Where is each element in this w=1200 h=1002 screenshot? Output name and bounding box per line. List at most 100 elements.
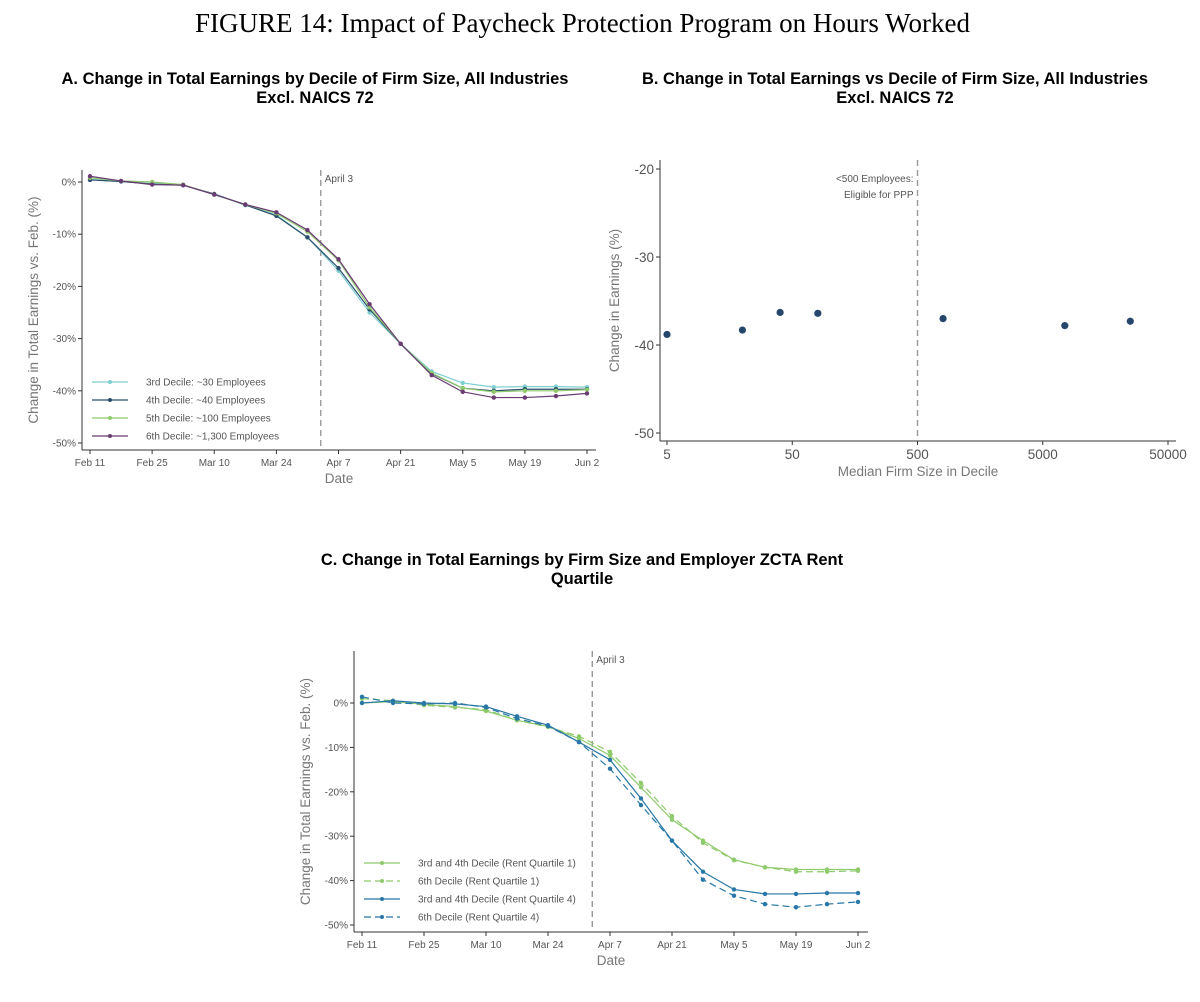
x-tick-label: May 19 [780, 940, 813, 951]
x-axis-label: Date [325, 471, 354, 486]
data-point [367, 301, 372, 307]
data-point [553, 388, 559, 393]
figure-title: FIGURE 14: Impact of Paycheck Protection… [195, 8, 970, 38]
data-point [274, 210, 279, 215]
data-point [576, 734, 582, 739]
data-point [607, 766, 613, 771]
panel-b-title-line1: B. Change in Total Earnings vs Decile of… [641, 70, 1149, 88]
legend: 3rd and 4th Decile (Rent Quartile 1) 6th … [364, 859, 576, 924]
y-tick-label: -30% [325, 832, 348, 843]
data-point [731, 887, 737, 892]
data-point [793, 891, 799, 897]
panel-c-chart: 0% -10% -20% -30% -40% -50% Feb 11 Feb 25 Mar 10… [298, 651, 871, 968]
data-point [824, 869, 830, 874]
data-point [731, 893, 737, 898]
y-axis-label: Change in Total Earnings vs. Feb. (%) [298, 678, 313, 905]
data-point [824, 901, 830, 907]
data-point [762, 891, 768, 897]
vline-label: April 3 [596, 655, 625, 666]
data-point [305, 235, 310, 240]
x-tick-label: 5 [663, 447, 671, 462]
legend-label: 6th Decile (Rent Quartile 1) [418, 877, 539, 888]
legend-label: 6th Decile: ~1,300 Employees [146, 432, 279, 443]
series-line [89, 177, 588, 393]
series-line [89, 178, 588, 388]
vline-label: <500 Employees: [836, 174, 914, 185]
y-tick-label: -40% [53, 386, 76, 397]
data-point [390, 700, 396, 706]
data-point [118, 178, 124, 184]
series-4 [359, 694, 861, 910]
data-point [491, 389, 497, 395]
y-tick-label: -40 [634, 338, 654, 353]
data-point [553, 393, 559, 399]
data-point [584, 391, 590, 396]
x-tick-label: May 19 [508, 458, 541, 469]
legend-label: 6th Decile (Rent Quartile 4) [418, 913, 539, 924]
data-point [793, 869, 799, 874]
data-point [398, 341, 403, 347]
data-point [336, 265, 341, 271]
y-tick-label: -50 [634, 426, 654, 441]
panel-a-title: A. Change in Total Earnings by Decile of… [40, 70, 590, 108]
legend-marker [380, 897, 384, 901]
data-point [700, 877, 706, 882]
y-tick-label: -30 [634, 250, 654, 265]
x-tick-label: 50 [785, 447, 800, 462]
x-tick-label: Jun 2 [846, 940, 871, 951]
data-point [491, 395, 497, 400]
panel-a-chart: 0% -10% -20% -30% -40% -50% Feb 11 Feb 25 Mar 10… [26, 170, 600, 486]
data-point [522, 395, 528, 400]
y-tick-label: -20% [53, 282, 76, 293]
legend-marker [108, 434, 112, 438]
legend-label: 4th Decile: ~40 Employees [146, 396, 265, 407]
scatter-point [1061, 322, 1069, 330]
legend-marker [380, 915, 384, 919]
data-point [336, 257, 341, 262]
data-point [243, 202, 248, 207]
y-tick-label: -10% [325, 743, 348, 754]
y-tick-label: -20% [325, 787, 348, 798]
legend-label: 3rd and 4th Decile (Rent Quartile 1) [418, 859, 576, 870]
x-tick-label: Feb 25 [137, 458, 169, 469]
y-tick-label: -50% [325, 921, 348, 932]
series-line [361, 701, 858, 871]
series-line [89, 175, 588, 399]
y-tick-label: -10% [53, 230, 76, 241]
x-tick-label: Apr 7 [327, 458, 351, 469]
x-axis-label: Date [597, 953, 626, 968]
x-tick-label: Apr 7 [598, 940, 622, 951]
series-line [361, 697, 859, 873]
data-point [824, 890, 830, 896]
scatter-point [939, 315, 947, 323]
legend-marker [380, 879, 384, 883]
data-point [429, 372, 434, 378]
x-tick-label: Mar 24 [261, 458, 293, 469]
data-point [452, 705, 458, 710]
data-point [545, 723, 551, 729]
data-point [452, 700, 458, 706]
data-point [669, 814, 675, 819]
panel-a-title-line1: A. Change in Total Earnings by Decile of… [61, 70, 569, 88]
legend-marker [380, 861, 384, 865]
x-tick-label: Mar 24 [532, 940, 564, 951]
data-point [212, 192, 217, 197]
series-3 [87, 175, 590, 395]
data-point [669, 838, 675, 843]
data-point [305, 227, 310, 233]
data-point [762, 865, 768, 870]
legend-label: 3rd and 4th Decile (Rent Quartile 4) [418, 895, 576, 906]
scatter-point [814, 309, 822, 317]
legend-label: 3rd Decile: ~30 Employees [146, 378, 266, 389]
data-point [793, 905, 799, 910]
y-tick-label: -40% [325, 876, 348, 887]
x-tick-label: 50000 [1149, 447, 1187, 462]
vline-label: April 3 [325, 174, 354, 185]
series-1 [87, 177, 590, 390]
data-point [855, 899, 861, 905]
data-point [607, 757, 613, 763]
series-2 [359, 696, 861, 874]
x-tick-label: Mar 10 [199, 458, 231, 469]
panel-c-title: C. Change in Total Earnings by Firm Size… [307, 551, 857, 589]
